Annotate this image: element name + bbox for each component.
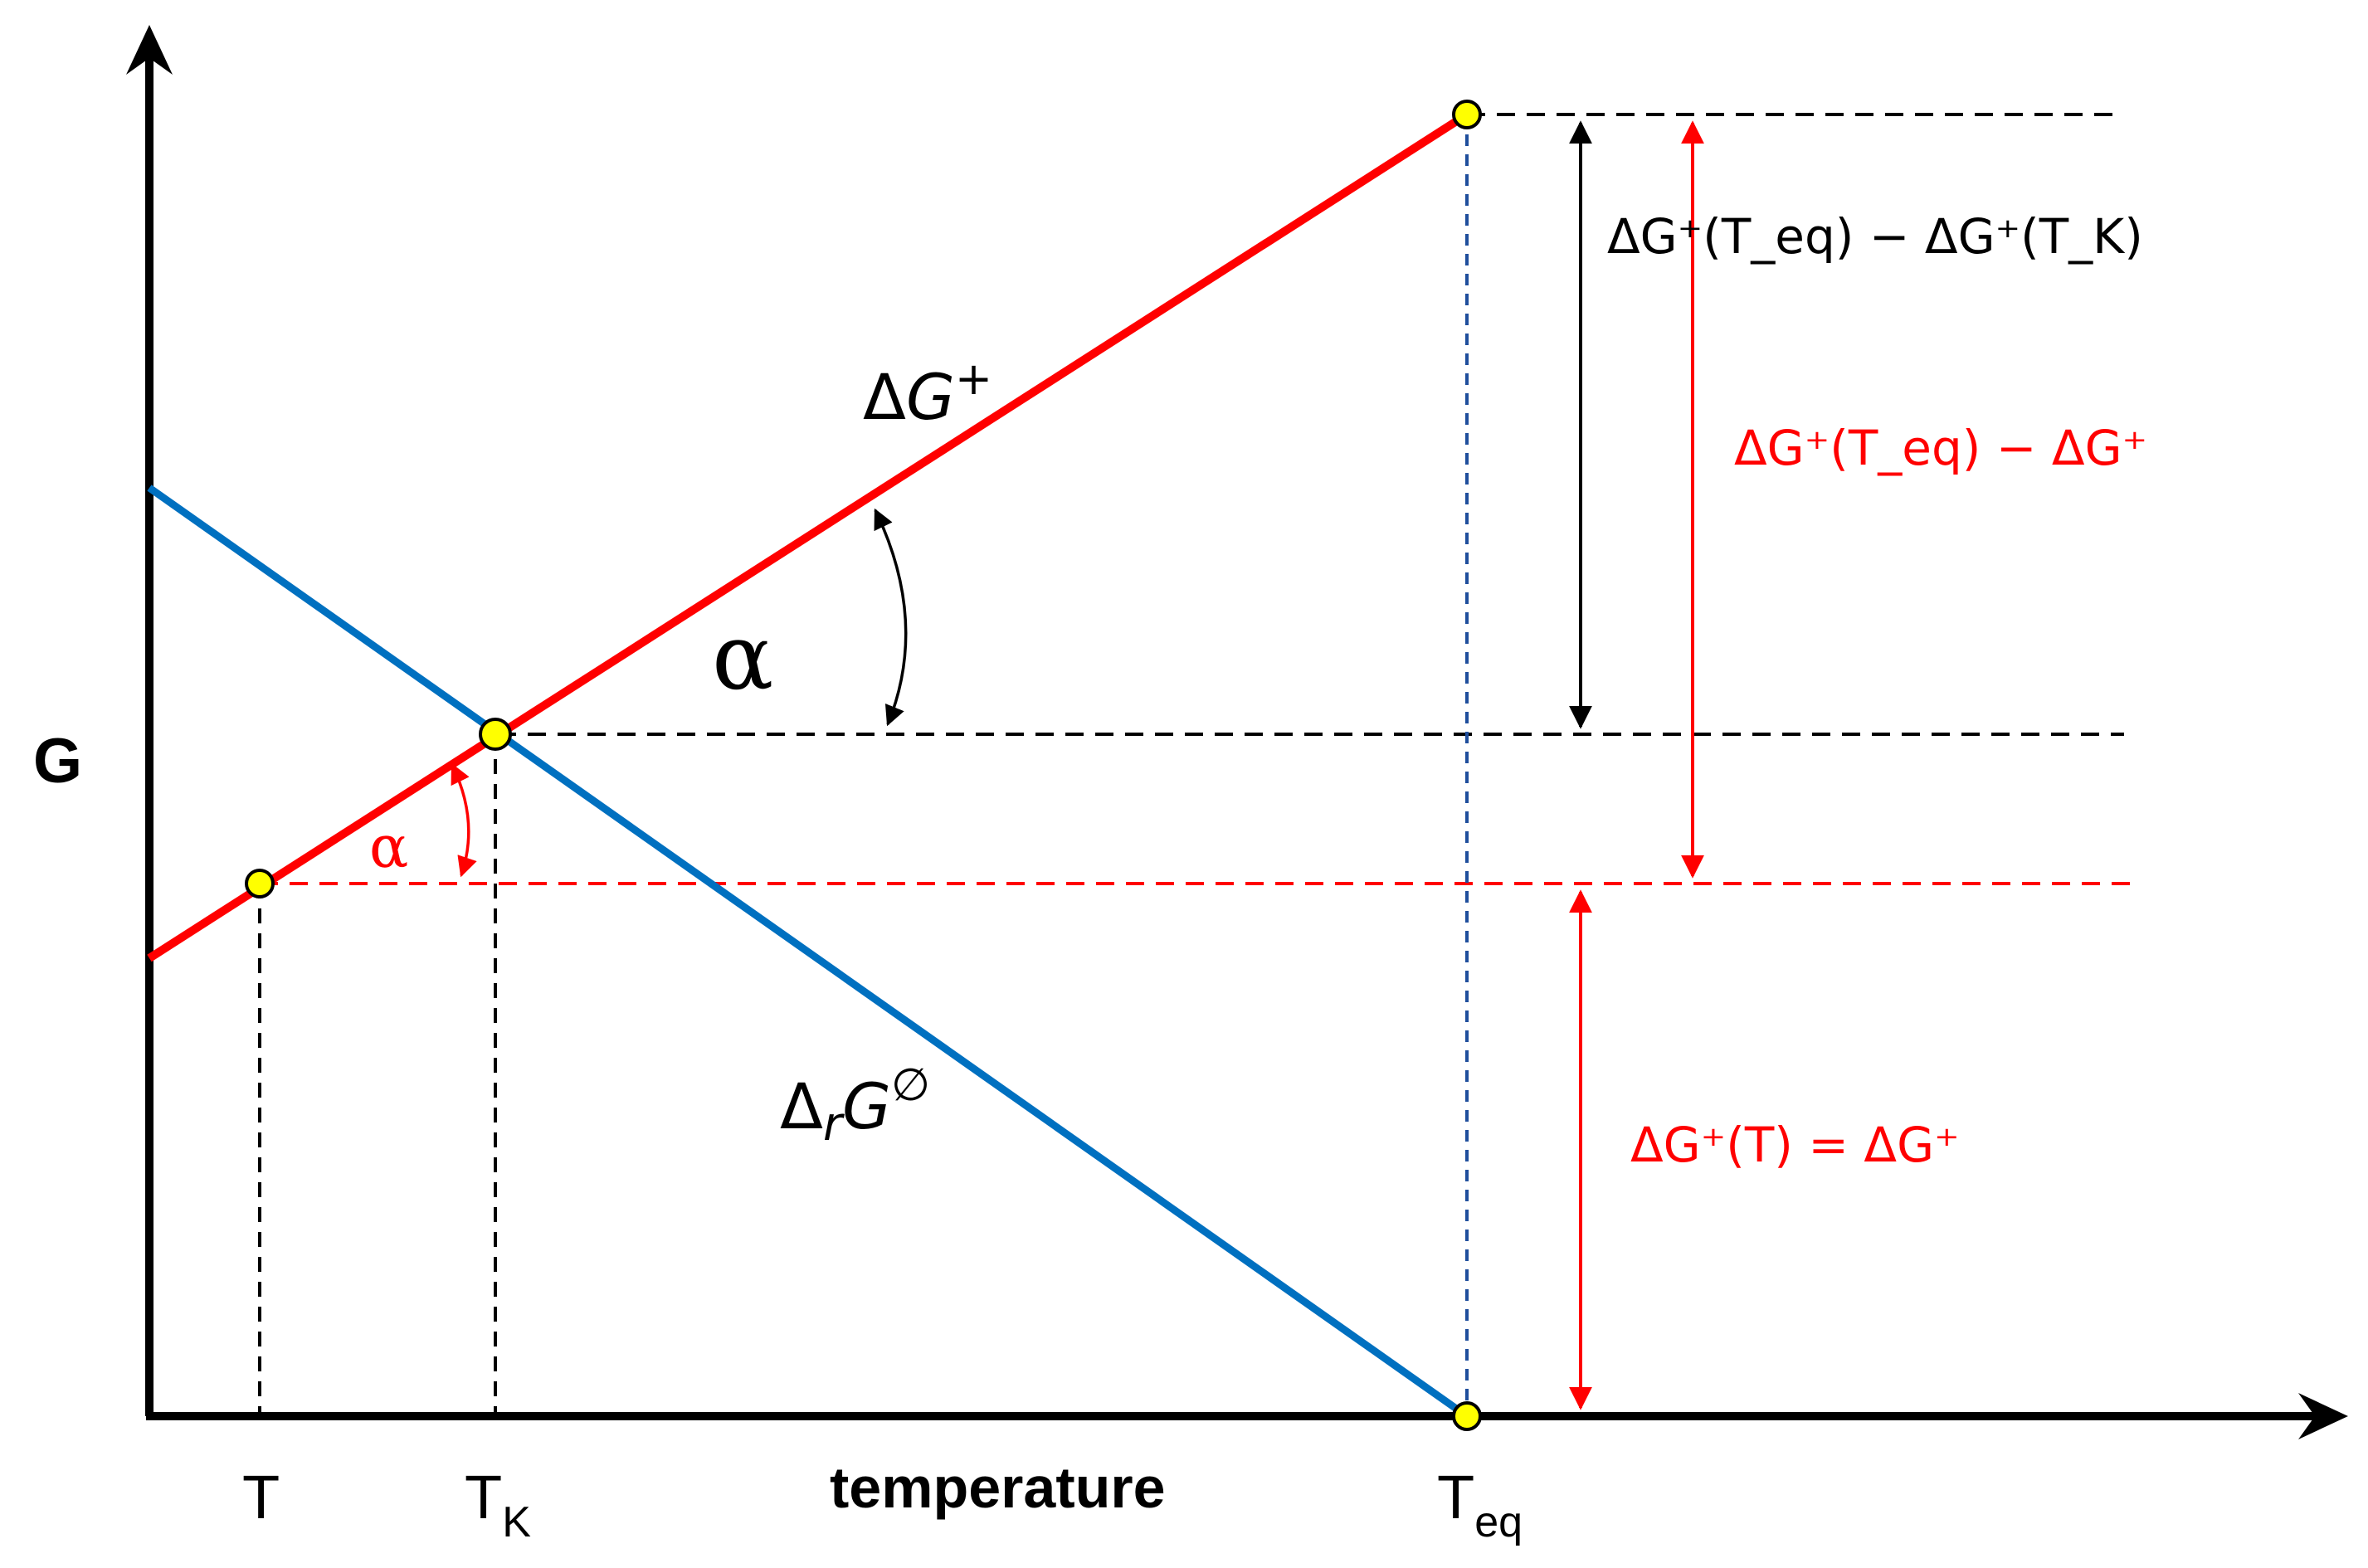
axes: [126, 25, 2348, 1439]
delta-g-plus-label: ΔG+: [863, 353, 992, 434]
point-tk-intersection: [479, 718, 512, 751]
tick-teq-main: T: [1437, 1463, 1474, 1531]
y-axis-label: G: [33, 726, 82, 796]
annotation-red-equality: ΔG⁺(T) = ΔG⁺: [1630, 1117, 1960, 1173]
x-axis-label: temperature: [830, 1455, 1166, 1520]
point-teq-bottom: [1452, 1401, 1482, 1431]
point-t: [245, 869, 275, 898]
x-axis-arrowhead: [2298, 1393, 2348, 1439]
y-axis-arrowhead: [126, 25, 173, 75]
tick-tk-sub: K: [502, 1498, 531, 1546]
angle-arc-black: [874, 508, 908, 727]
delta-r-g-label: ΔrG∅: [780, 1059, 930, 1152]
points: [245, 100, 1482, 1431]
tick-t: T: [242, 1463, 280, 1531]
tick-teq: Teq: [1437, 1463, 1523, 1546]
tick-tk: TK: [465, 1463, 531, 1546]
delta-r-g-line: [147, 485, 1469, 1419]
angle-label-black: α: [712, 604, 773, 710]
angle-arc-red: [451, 762, 477, 878]
angle-label-red: α: [369, 813, 408, 881]
guide-lines: [258, 113, 2141, 1416]
tick-tk-main: T: [465, 1463, 502, 1531]
annotation-black-difference: ΔG⁺(T_eq) − ΔG⁺(T_K): [1607, 208, 2143, 265]
tick-teq-sub: eq: [1474, 1498, 1523, 1546]
annotation-red-difference: ΔG⁺(T_eq) − ΔG⁺: [1734, 420, 2147, 476]
point-teq-top: [1452, 100, 1482, 129]
delta-g-plus-line: [147, 110, 1469, 962]
